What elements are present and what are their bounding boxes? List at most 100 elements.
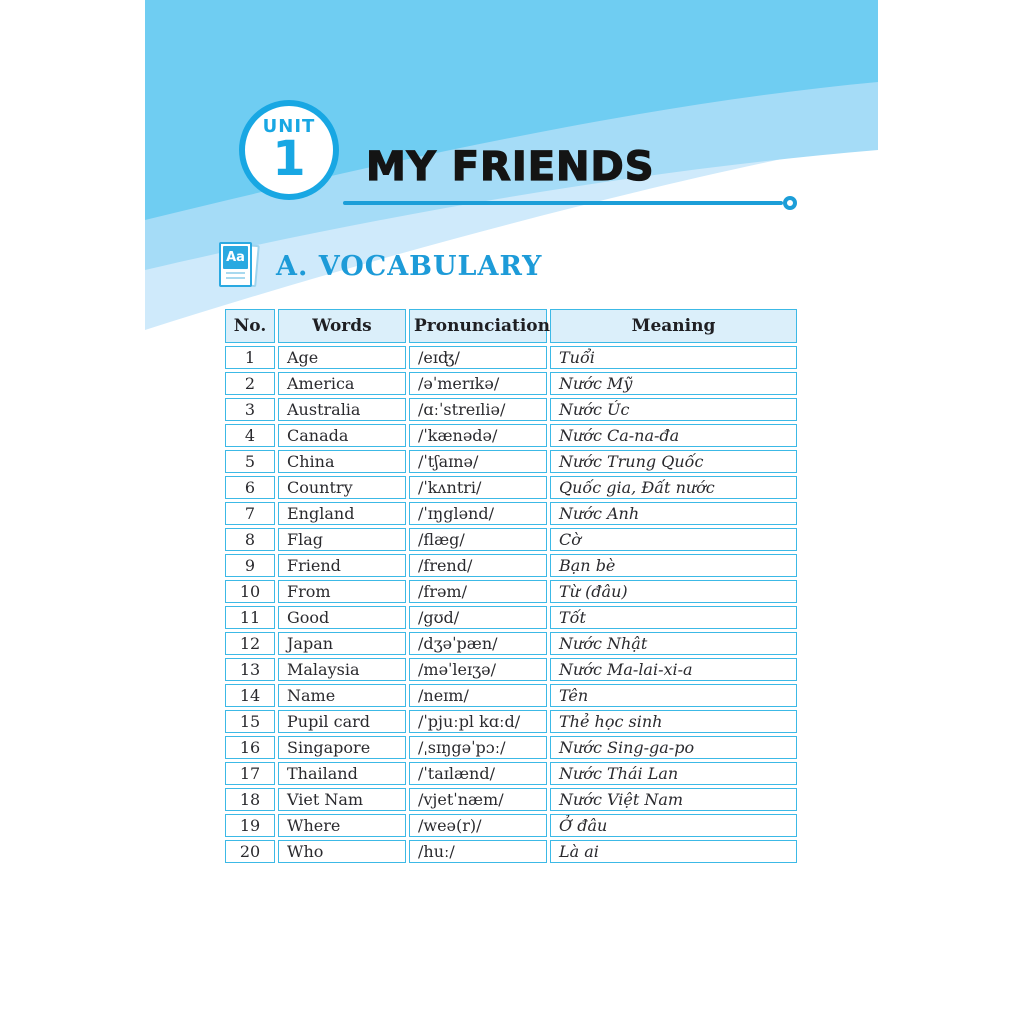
table-row: 6 Country/ˈkʌntri/Quốc gia, Đất nước (225, 476, 797, 499)
unit-label: UNIT (262, 116, 316, 137)
meaning-cell: Nước Ca-na-đa (550, 424, 797, 447)
meaning-cell: Nước Anh (550, 502, 797, 525)
table-row: 12 Japan/dʒəˈpæn/Nước Nhật (225, 632, 797, 655)
page-title: MY FRIENDS (365, 143, 655, 190)
table-row: 20 Who/huː/Là ai (225, 840, 797, 863)
table-row: 16 Singapore/ˌsɪŋgəˈpɔː/Nước Sing-ga-po (225, 736, 797, 759)
word-cell: Who (278, 840, 406, 863)
row-number-cell: 14 (225, 684, 275, 707)
table-row: 9 Friend/frend/Bạn bè (225, 554, 797, 577)
word-cell: Thailand (278, 762, 406, 785)
table-row: 14 Name/neɪm/Tên (225, 684, 797, 707)
table-row: 13 Malaysia/məˈleɪʒə/Nước Ma-lai-xi-a (225, 658, 797, 681)
vocab-table-body: 1 Age/eɪʤ/Tuổi 2 America/əˈmerɪkə/Nước Mỹ 3 A… (225, 346, 797, 863)
row-number-cell: 20 (225, 840, 275, 863)
row-number-cell: 9 (225, 554, 275, 577)
row-number-cell: 8 (225, 528, 275, 551)
word-cell: Good (278, 606, 406, 629)
word-cell: Viet Nam (278, 788, 406, 811)
section-title: A. VOCABULARY (276, 250, 543, 282)
word-cell: Name (278, 684, 406, 707)
header-words: Words (278, 309, 406, 343)
flashcard-line (226, 272, 245, 274)
meaning-cell: Nước Thái Lan (550, 762, 797, 785)
pronunciation-cell: /ɑːˈstreɪliə/ (409, 398, 547, 421)
pronunciation-cell: /flæg/ (409, 528, 547, 551)
title-underline-end-ring (783, 196, 797, 210)
row-number-cell: 7 (225, 502, 275, 525)
word-cell: Flag (278, 528, 406, 551)
pronunciation-cell: /məˈleɪʒə/ (409, 658, 547, 681)
pronunciation-cell: /ˈtʃaɪnə/ (409, 450, 547, 473)
header-meaning: Meaning (550, 309, 797, 343)
header-pronunciation: Pronunciation (409, 309, 550, 343)
title-underline (343, 201, 783, 205)
row-number-cell: 1 (225, 346, 275, 369)
pronunciation-cell: /əˈmerɪkə/ (409, 372, 547, 395)
pronunciation-cell: /frəm/ (409, 580, 547, 603)
row-number-cell: 10 (225, 580, 275, 603)
row-number-cell: 12 (225, 632, 275, 655)
row-number-cell: 18 (225, 788, 275, 811)
meaning-cell: Bạn bè (550, 554, 797, 577)
table-row: 4 Canada/ˈkænədə/Nước Ca-na-đa (225, 424, 797, 447)
meaning-cell: Cờ (550, 528, 797, 551)
vocabulary-section-header: Aa A. VOCABULARY (218, 240, 542, 292)
row-number-cell: 13 (225, 658, 275, 681)
word-cell: Age (278, 346, 406, 369)
table-row: 11 Good/gʊd/Tốt (225, 606, 797, 629)
word-cell: Malaysia (278, 658, 406, 681)
flashcards-icon: Aa (218, 240, 264, 292)
row-number-cell: 15 (225, 710, 275, 733)
table-row: 7 England/ˈɪŋglənd/Nước Anh (225, 502, 797, 525)
unit-badge: UNIT 1 (239, 100, 339, 200)
table-row: 2 America/əˈmerɪkə/Nước Mỹ (225, 372, 797, 395)
word-cell: Country (278, 476, 406, 499)
row-number-cell: 17 (225, 762, 275, 785)
flashcard-line (226, 277, 245, 279)
meaning-cell: Nước Mỹ (550, 372, 797, 395)
table-row: 18 Viet Nam/vjetˈnæm/Nước Việt Nam (225, 788, 797, 811)
word-cell: Japan (278, 632, 406, 655)
pronunciation-cell: /ˈtaɪlænd/ (409, 762, 547, 785)
meaning-cell: Từ (đâu) (550, 580, 797, 603)
word-cell: Singapore (278, 736, 406, 759)
table-row: 15 Pupil card/ˈpjuːpl kɑːd/Thẻ học sinh (225, 710, 797, 733)
pronunciation-cell: /weə(r)/ (409, 814, 547, 837)
word-cell: Australia (278, 398, 406, 421)
table-row: 3 Australia/ɑːˈstreɪliə/Nước Úc (225, 398, 797, 421)
table-row: 19 Where/weə(r)/Ở đâu (225, 814, 797, 837)
meaning-cell: Nước Úc (550, 398, 797, 421)
pronunciation-cell: /ˈɪŋglənd/ (409, 502, 547, 525)
row-number-cell: 11 (225, 606, 275, 629)
table-row: 17 Thailand/ˈtaɪlænd/Nước Thái Lan (225, 762, 797, 785)
pronunciation-cell: /gʊd/ (409, 606, 547, 629)
meaning-cell: Thẻ học sinh (550, 710, 797, 733)
pronunciation-cell: /huː/ (409, 840, 547, 863)
row-number-cell: 19 (225, 814, 275, 837)
word-cell: Pupil card (278, 710, 406, 733)
pronunciation-cell: /frend/ (409, 554, 547, 577)
word-cell: Friend (278, 554, 406, 577)
row-number-cell: 2 (225, 372, 275, 395)
meaning-cell: Nước Nhật (550, 632, 797, 655)
unit-number: 1 (272, 131, 306, 187)
table-header-row: No. Words Pronunciation Meaning (225, 309, 797, 343)
row-number-cell: 3 (225, 398, 275, 421)
word-cell: Where (278, 814, 406, 837)
pronunciation-cell: /vjetˈnæm/ (409, 788, 547, 811)
pronunciation-cell: /eɪʤ/ (409, 346, 547, 369)
row-number-cell: 6 (225, 476, 275, 499)
pronunciation-cell: /ˌsɪŋgəˈpɔː/ (409, 736, 547, 759)
flashcard-front: Aa (219, 242, 252, 287)
pronunciation-cell: /ˈkʌntri/ (409, 476, 547, 499)
table-row: 8 Flag/flæg/Cờ (225, 528, 797, 551)
meaning-cell: Nước Sing-ga-po (550, 736, 797, 759)
meaning-cell: Tốt (550, 606, 797, 629)
pronunciation-cell: /neɪm/ (409, 684, 547, 707)
meaning-cell: Tuổi (550, 346, 797, 369)
table-row: 5 China/ˈtʃaɪnə/Nước Trung Quốc (225, 450, 797, 473)
meaning-cell: Tên (550, 684, 797, 707)
meaning-cell: Quốc gia, Đất nước (550, 476, 797, 499)
